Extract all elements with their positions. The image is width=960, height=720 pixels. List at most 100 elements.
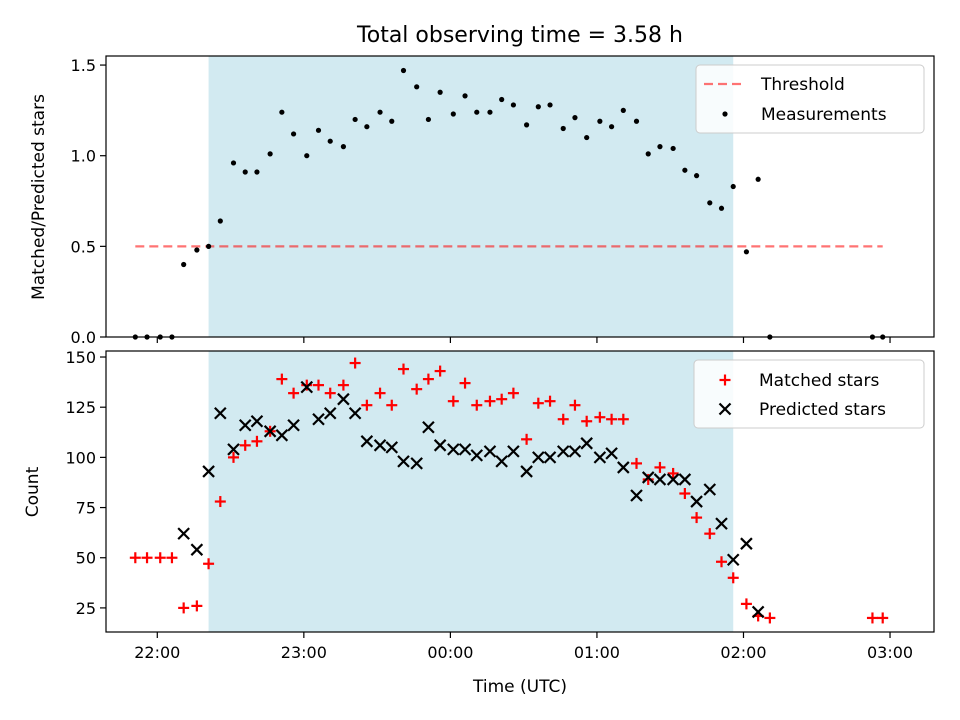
matched-star-point (459, 377, 471, 389)
matched-star-point (484, 395, 496, 407)
ratio-y-ticks: 0.0 0.5 1.0 1.5 (71, 56, 106, 347)
ratio-frame (105, 55, 935, 338)
predicted-star-point (250, 414, 264, 428)
measurement-point (230, 160, 237, 166)
predicted-star-point (543, 451, 557, 464)
matched-star-point (422, 373, 434, 385)
count-x-tick-label: 23:00 (281, 643, 327, 662)
measurement-point (437, 89, 443, 95)
measurement-point (340, 144, 347, 150)
predicted-star-point (410, 457, 423, 470)
count-y-tick-label: 75 (76, 499, 96, 518)
matched-star-point (866, 612, 878, 624)
matched-star-point (434, 365, 446, 377)
predicted-star-point (593, 451, 607, 464)
ratio-legend: Threshold Measurements (695, 64, 925, 134)
matched-star-point (581, 415, 593, 427)
matched-star-point (716, 556, 728, 568)
measurement-point (730, 183, 736, 190)
matched-star-point (324, 387, 336, 399)
measurement-point (414, 84, 420, 90)
matched-star-point (276, 373, 288, 385)
predicted-star-point (483, 445, 497, 458)
measurement-point (194, 247, 200, 253)
measurement-point (254, 169, 260, 175)
matched-star-point (191, 600, 203, 612)
predicted-star-point (703, 483, 717, 496)
legend-measurements-swatch (722, 111, 728, 117)
predicted-star-point (715, 517, 728, 530)
count-x-axis-label: Time (UTC) (472, 677, 567, 697)
matched-star-point (594, 411, 606, 423)
predicted-star-point (397, 455, 410, 468)
matched-star-point (617, 413, 629, 425)
predicted-star-point (373, 439, 387, 452)
predicted-star-point (630, 489, 643, 502)
predicted-star-point (568, 445, 582, 458)
count-x-tick-label: 01:00 (574, 643, 620, 662)
measurement-point (205, 243, 212, 249)
predicted-star-point (177, 527, 190, 540)
predicted-star-point (238, 418, 252, 432)
predicted-star-point (385, 441, 399, 454)
matched-star-point (154, 552, 166, 564)
predicted-star-point (360, 435, 374, 448)
measurement-point (304, 153, 310, 159)
measurement-point (217, 218, 223, 224)
ratio-panel: 0.0 0.5 1.0 1.5 Matched/Predicted stars Thr… (29, 55, 935, 347)
measurement-point (279, 109, 285, 115)
matched-star-point (312, 379, 324, 391)
ratio-y-tick-label: 0.0 (71, 328, 96, 347)
matched-star-point (631, 457, 643, 469)
predicted-star-point (653, 473, 667, 486)
measurement-point (450, 111, 456, 117)
matched-star-point (471, 399, 483, 411)
matched-star-point (251, 435, 263, 447)
predicted-star-point (495, 455, 508, 468)
count-y-axis-label: Count (23, 466, 43, 517)
legend-threshold-label: Threshold (760, 75, 845, 95)
predicted-star-point (348, 406, 362, 420)
count-x-tick-label: 02:00 (720, 643, 766, 662)
ratio-y-tick-label: 1.0 (71, 147, 96, 166)
matched-star-point (691, 512, 703, 524)
predicted-star-point (690, 495, 703, 508)
measurement-point (462, 93, 468, 99)
measurement-point (608, 124, 615, 130)
predicted-star-point (300, 380, 314, 394)
matched-star-point (544, 395, 556, 407)
measurement-point (560, 125, 566, 132)
predicted-star-point (337, 392, 350, 406)
count-legend: Matched stars Predicted stars (693, 359, 925, 429)
legend-predicted-swatch (718, 402, 732, 416)
matched-star-point (361, 399, 373, 411)
count-x-tick-label: 00:00 (427, 643, 473, 662)
ratio-observing-window (208, 56, 734, 337)
measurement-point (620, 107, 626, 113)
predicted-star-point (726, 553, 740, 567)
measurement-point (315, 127, 322, 133)
measurement-point (682, 167, 688, 173)
predicted-star-point (520, 465, 533, 478)
measurement-point (572, 115, 578, 121)
legend-matched-label: Matched stars (759, 371, 879, 391)
predicted-star-point (580, 437, 593, 450)
predicted-star-point (740, 537, 753, 550)
predicted-star-point (312, 412, 325, 426)
matched-star-point (667, 467, 679, 479)
matched-star-point (203, 558, 215, 570)
legend-predicted-label: Predicted stars (759, 400, 886, 420)
measurement-point (487, 109, 493, 115)
predicted-star-point (323, 406, 337, 420)
predicted-star-point (447, 443, 460, 456)
matched-star-point (877, 612, 889, 624)
count-y-tick-label: 150 (65, 348, 96, 367)
matched-star-point (704, 528, 716, 540)
matched-star-point (496, 393, 508, 405)
measurement-point (499, 96, 505, 103)
measurement-point (535, 104, 541, 110)
matched-star-point (740, 598, 752, 610)
matched-star-point (764, 612, 776, 624)
measurement-point (242, 169, 248, 175)
